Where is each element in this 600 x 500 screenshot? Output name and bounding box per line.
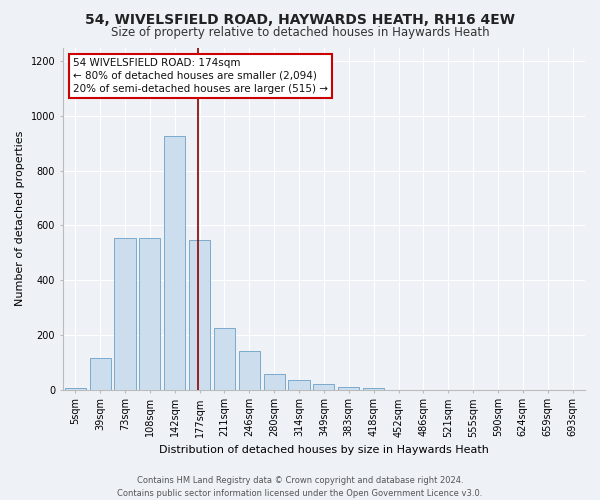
Bar	[239, 351, 260, 390]
Bar	[189, 240, 210, 390]
Bar	[289, 380, 310, 390]
Bar	[115, 238, 136, 390]
Text: Size of property relative to detached houses in Haywards Heath: Size of property relative to detached ho…	[110, 26, 490, 39]
Bar	[363, 388, 384, 390]
Bar	[65, 388, 86, 390]
Bar	[263, 374, 285, 390]
Bar	[164, 136, 185, 390]
X-axis label: Distribution of detached houses by size in Haywards Heath: Distribution of detached houses by size …	[159, 445, 489, 455]
Text: 54 WIVELSFIELD ROAD: 174sqm
← 80% of detached houses are smaller (2,094)
20% of : 54 WIVELSFIELD ROAD: 174sqm ← 80% of det…	[73, 58, 328, 94]
Text: 54, WIVELSFIELD ROAD, HAYWARDS HEATH, RH16 4EW: 54, WIVELSFIELD ROAD, HAYWARDS HEATH, RH…	[85, 12, 515, 26]
Bar	[139, 238, 160, 390]
Bar	[214, 328, 235, 390]
Bar	[89, 358, 110, 390]
Bar	[338, 387, 359, 390]
Text: Contains HM Land Registry data © Crown copyright and database right 2024.
Contai: Contains HM Land Registry data © Crown c…	[118, 476, 482, 498]
Bar	[313, 384, 334, 390]
Y-axis label: Number of detached properties: Number of detached properties	[15, 131, 25, 306]
